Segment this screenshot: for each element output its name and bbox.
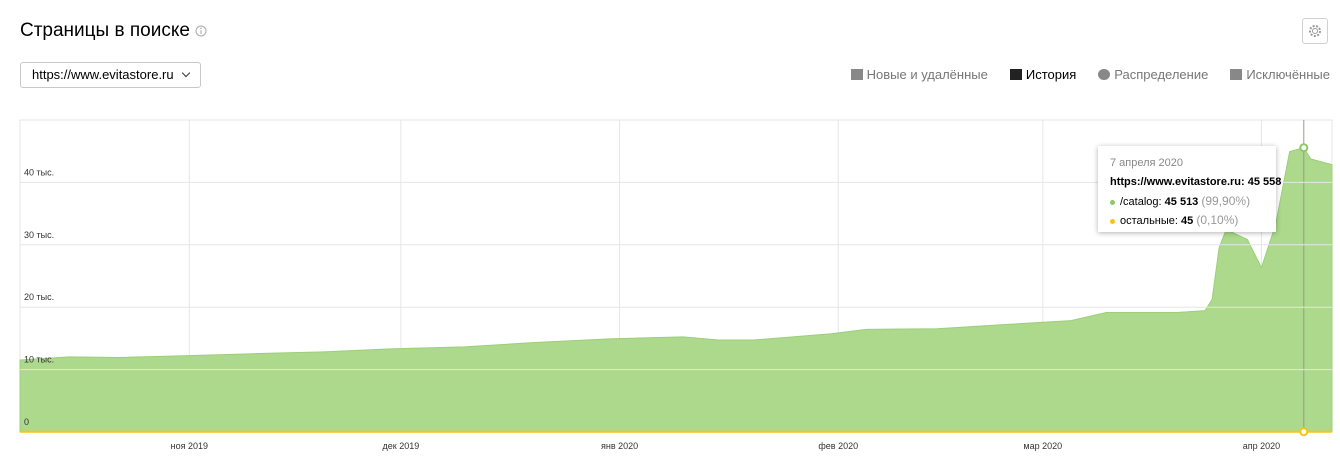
tab-label: Новые и удалённые	[866, 67, 988, 82]
tab-icon	[1230, 69, 1243, 80]
tooltip-value: 45	[1181, 215, 1194, 227]
y-tick-label: 10 тыс.	[24, 355, 54, 365]
tab[interactable]: Распределение	[1098, 67, 1208, 82]
x-tick-label: ноя 2019	[171, 441, 208, 451]
tab-icon	[1009, 69, 1022, 80]
x-tick-label: мар 2020	[1023, 441, 1062, 451]
page-title: Страницы в поиске	[20, 20, 207, 42]
tab-icon	[1098, 69, 1111, 80]
tab-label: Исключённые	[1246, 67, 1330, 82]
tab-label: Распределение	[1114, 67, 1209, 82]
tooltip-value: 45 513	[1164, 196, 1199, 208]
tooltip-share: (99,90%)	[1201, 194, 1251, 208]
hover-point	[1299, 427, 1309, 437]
tooltip-label: остальные:	[1120, 215, 1178, 227]
y-tick-label: 40 тыс.	[24, 167, 54, 177]
tooltip-total-value: 45 558	[1247, 176, 1282, 188]
info-icon[interactable]	[195, 25, 207, 37]
tooltip-dot	[1110, 199, 1115, 205]
tooltip: 7 апреля 2020 https://www.evitastore.ru:…	[1098, 146, 1281, 232]
tab[interactable]: Новые и удалённые	[850, 67, 988, 82]
tooltip-date: 7 апреля 2020	[1110, 157, 1184, 169]
y-tick-label: 20 тыс.	[24, 292, 54, 302]
tooltip-label: /catalog:	[1120, 196, 1162, 208]
gear-icon	[1309, 25, 1321, 37]
tooltip-dot	[1110, 218, 1115, 224]
tooltip-share: (0,10%)	[1196, 213, 1239, 227]
site-select[interactable]: https://www.evitastore.ru	[20, 62, 201, 88]
tooltip-total: https://www.evitastore.ru: 45 558	[1110, 173, 1281, 192]
tab[interactable]: Исключённые	[1230, 67, 1330, 82]
hover-point	[1299, 143, 1309, 153]
title-text: Страницы в поиске	[20, 20, 190, 41]
tooltip-row: остальные: 45 (0,10%)	[1110, 211, 1264, 231]
tooltip-site: https://www.evitastore.ru:	[1110, 176, 1245, 188]
tab-label: История	[1025, 67, 1077, 82]
x-tick-label: апр 2020	[1243, 441, 1280, 451]
tooltip-row: /catalog: 45 513 (99,90%)	[1110, 192, 1264, 212]
y-tick-label: 30 тыс.	[24, 230, 54, 240]
tab-icon	[850, 69, 863, 80]
x-tick-label: дек 2019	[383, 441, 420, 451]
settings-button[interactable]	[1302, 18, 1328, 44]
tab-active[interactable]: История	[1009, 67, 1077, 82]
x-tick-label: фев 2020	[818, 441, 858, 451]
tabs: Новые и удалённые История Распределение …	[850, 67, 1330, 82]
x-tick-label: янв 2020	[601, 441, 638, 451]
y-tick-label: 0	[24, 417, 29, 427]
